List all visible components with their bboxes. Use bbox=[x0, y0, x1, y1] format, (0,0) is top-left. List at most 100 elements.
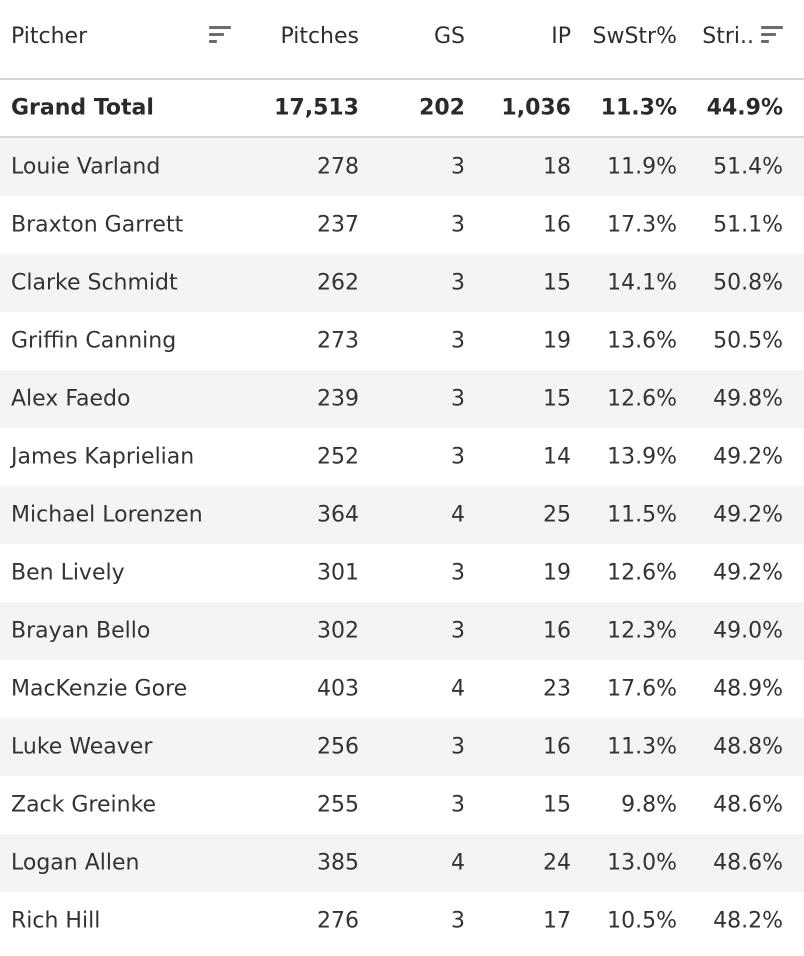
strike-cell: 48.2% bbox=[713, 908, 783, 934]
pitches-cell: 262 bbox=[317, 270, 359, 296]
pitches-cell: 273 bbox=[317, 328, 359, 354]
gs-cell: 3 bbox=[451, 734, 465, 760]
ip-cell: 25 bbox=[543, 502, 571, 528]
strike-cell: 51.4% bbox=[713, 154, 783, 180]
table-row: Ben Lively 301 3 19 12.6% 49.2% bbox=[0, 544, 804, 602]
table-row: Luke Weaver 256 3 16 11.3% 48.8% bbox=[0, 718, 804, 776]
strike-cell: 48.8% bbox=[713, 734, 783, 760]
header-divider bbox=[0, 78, 804, 80]
pitches-cell: 239 bbox=[317, 386, 359, 412]
pitcher-name-cell: Brayan Bello bbox=[11, 618, 151, 644]
pitcher-name-cell: MacKenzie Gore bbox=[11, 676, 188, 702]
swstr-cell: 9.8% bbox=[621, 792, 677, 818]
column-header-pitcher[interactable]: Pitcher bbox=[11, 24, 88, 49]
pitcher-name-cell: Griffin Canning bbox=[11, 328, 177, 354]
table-row: Logan Allen 385 4 24 13.0% 48.6% bbox=[0, 834, 804, 892]
ip-cell: 16 bbox=[543, 618, 571, 644]
swstr-cell: 11.3% bbox=[607, 734, 677, 760]
pitcher-name-cell: Michael Lorenzen bbox=[11, 502, 203, 528]
grand-total-gs: 202 bbox=[419, 95, 465, 121]
table-row: Braxton Garrett 237 3 16 17.3% 51.1% bbox=[0, 196, 804, 254]
column-header-ip[interactable]: IP bbox=[551, 24, 571, 49]
ip-cell: 23 bbox=[543, 676, 571, 702]
table-body: Louie Varland 278 3 18 11.9% 51.4% Braxton Gar… bbox=[0, 138, 804, 950]
strike-cell: 49.2% bbox=[713, 444, 783, 470]
gs-cell: 4 bbox=[451, 676, 465, 702]
ip-cell: 15 bbox=[543, 386, 571, 412]
pitches-cell: 278 bbox=[317, 154, 359, 180]
strike-cell: 49.8% bbox=[713, 386, 783, 412]
pitcher-name-cell: Ben Lively bbox=[11, 560, 125, 586]
ip-cell: 16 bbox=[543, 212, 571, 238]
strike-cell: 49.0% bbox=[713, 618, 783, 644]
table-row: Michael Lorenzen 364 4 25 11.5% 49.2% bbox=[0, 486, 804, 544]
grand-total-ip: 1,036 bbox=[501, 95, 571, 121]
ip-cell: 24 bbox=[543, 850, 571, 876]
ip-cell: 18 bbox=[543, 154, 571, 180]
pitches-cell: 302 bbox=[317, 618, 359, 644]
pitcher-name-cell: Rich Hill bbox=[11, 908, 101, 934]
ip-cell: 15 bbox=[543, 270, 571, 296]
grand-total-pitches: 17,513 bbox=[274, 95, 359, 121]
pitcher-name-cell: Logan Allen bbox=[11, 850, 140, 876]
swstr-cell: 11.9% bbox=[607, 154, 677, 180]
pitches-cell: 255 bbox=[317, 792, 359, 818]
pitches-cell: 385 bbox=[317, 850, 359, 876]
pitches-cell: 276 bbox=[317, 908, 359, 934]
gs-cell: 4 bbox=[451, 502, 465, 528]
table-row: Clarke Schmidt 262 3 15 14.1% 50.8% bbox=[0, 254, 804, 312]
table-row: Zack Greinke 255 3 15 9.8% 48.6% bbox=[0, 776, 804, 834]
swstr-cell: 17.6% bbox=[607, 676, 677, 702]
gs-cell: 3 bbox=[451, 328, 465, 354]
swstr-cell: 10.5% bbox=[607, 908, 677, 934]
table-header: Pitcher Pitches GS IP SwStr% Stri.. bbox=[0, 0, 804, 80]
pitches-cell: 403 bbox=[317, 676, 359, 702]
gs-cell: 3 bbox=[451, 212, 465, 238]
table-row: Griffin Canning 273 3 19 13.6% 50.5% bbox=[0, 312, 804, 370]
table-row: Louie Varland 278 3 18 11.9% 51.4% bbox=[0, 138, 804, 196]
pitches-cell: 237 bbox=[317, 212, 359, 238]
grand-total-swstr: 11.3% bbox=[600, 95, 677, 121]
swstr-cell: 11.5% bbox=[607, 502, 677, 528]
swstr-cell: 12.6% bbox=[607, 560, 677, 586]
swstr-cell: 14.1% bbox=[607, 270, 677, 296]
column-header-strike[interactable]: Stri.. bbox=[702, 24, 754, 49]
swstr-cell: 13.0% bbox=[607, 850, 677, 876]
gs-cell: 4 bbox=[451, 850, 465, 876]
strike-cell: 49.2% bbox=[713, 560, 783, 586]
pitcher-name-cell: Louie Varland bbox=[11, 154, 161, 180]
swstr-cell: 13.6% bbox=[607, 328, 677, 354]
gs-cell: 3 bbox=[451, 792, 465, 818]
sort-descending-icon[interactable] bbox=[209, 26, 231, 44]
gs-cell: 3 bbox=[451, 908, 465, 934]
column-header-gs[interactable]: GS bbox=[433, 24, 465, 49]
pitcher-name-cell: Alex Faedo bbox=[11, 386, 131, 412]
table-row: Alex Faedo 239 3 15 12.6% 49.8% bbox=[0, 370, 804, 428]
strike-cell: 48.6% bbox=[713, 792, 783, 818]
ip-cell: 16 bbox=[543, 734, 571, 760]
pitcher-name-cell: Clarke Schmidt bbox=[11, 270, 178, 296]
column-header-swstr[interactable]: SwStr% bbox=[592, 24, 678, 49]
pitches-cell: 301 bbox=[317, 560, 359, 586]
gs-cell: 3 bbox=[451, 560, 465, 586]
table-row: MacKenzie Gore 403 4 23 17.6% 48.9% bbox=[0, 660, 804, 718]
gs-cell: 3 bbox=[451, 444, 465, 470]
gs-cell: 3 bbox=[451, 618, 465, 644]
table-row: Brayan Bello 302 3 16 12.3% 49.0% bbox=[0, 602, 804, 660]
gs-cell: 3 bbox=[451, 154, 465, 180]
strike-cell: 51.1% bbox=[713, 212, 783, 238]
pitches-cell: 364 bbox=[317, 502, 359, 528]
swstr-cell: 12.3% bbox=[607, 618, 677, 644]
grand-total-row: Grand Total 17,513 202 1,036 11.3% 44.9% bbox=[0, 80, 804, 138]
pitcher-name-cell: James Kaprielian bbox=[11, 444, 195, 470]
grand-total-strike: 44.9% bbox=[706, 95, 783, 121]
grand-total-label: Grand Total bbox=[11, 95, 154, 121]
table-row: Rich Hill 276 3 17 10.5% 48.2% bbox=[0, 892, 804, 950]
sort-descending-icon[interactable] bbox=[761, 26, 783, 44]
strike-cell: 50.5% bbox=[713, 328, 783, 354]
ip-cell: 14 bbox=[543, 444, 571, 470]
pitches-cell: 252 bbox=[317, 444, 359, 470]
strike-cell: 50.8% bbox=[713, 270, 783, 296]
column-header-pitches[interactable]: Pitches bbox=[280, 24, 359, 49]
ip-cell: 17 bbox=[543, 908, 571, 934]
